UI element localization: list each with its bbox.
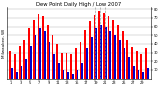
Bar bbox=[11, 68, 13, 79]
Bar bbox=[86, 48, 88, 79]
Bar bbox=[61, 53, 63, 79]
Bar bbox=[63, 70, 64, 79]
Bar bbox=[58, 63, 60, 79]
Bar bbox=[21, 66, 22, 79]
Bar bbox=[19, 46, 21, 79]
Bar bbox=[109, 31, 111, 79]
Bar bbox=[91, 37, 92, 79]
Bar bbox=[103, 13, 105, 79]
Bar bbox=[44, 31, 46, 79]
Y-axis label: Milwaukee, WI: Milwaukee, WI bbox=[2, 28, 6, 58]
Bar bbox=[9, 51, 11, 79]
Bar bbox=[145, 48, 147, 79]
Bar bbox=[72, 74, 74, 79]
Bar bbox=[24, 40, 25, 79]
Bar bbox=[124, 48, 125, 79]
Bar bbox=[70, 54, 72, 79]
Bar bbox=[117, 25, 119, 79]
Bar bbox=[49, 42, 50, 79]
Bar bbox=[142, 72, 144, 79]
Bar bbox=[67, 72, 69, 79]
Bar bbox=[14, 54, 16, 79]
Bar bbox=[89, 21, 91, 79]
Bar bbox=[81, 63, 83, 79]
Bar bbox=[84, 30, 86, 79]
Bar bbox=[66, 53, 67, 79]
Bar bbox=[147, 68, 149, 79]
Bar bbox=[52, 35, 53, 79]
Bar bbox=[105, 27, 107, 79]
Bar bbox=[108, 16, 109, 79]
Bar bbox=[35, 35, 36, 79]
Bar bbox=[140, 54, 142, 79]
Bar bbox=[77, 70, 79, 79]
Bar bbox=[126, 40, 128, 79]
Bar bbox=[98, 11, 100, 79]
Title: Dew Point Daily High / Low 2007: Dew Point Daily High / Low 2007 bbox=[36, 2, 122, 7]
Bar bbox=[39, 28, 41, 79]
Bar bbox=[56, 44, 58, 79]
Bar bbox=[80, 42, 81, 79]
Bar bbox=[30, 46, 32, 79]
Bar bbox=[75, 48, 77, 79]
Bar bbox=[136, 51, 138, 79]
Bar bbox=[138, 70, 139, 79]
Bar bbox=[119, 40, 121, 79]
Bar bbox=[37, 14, 39, 79]
Bar bbox=[114, 35, 116, 79]
Bar bbox=[112, 20, 114, 79]
Bar bbox=[47, 25, 49, 79]
Bar bbox=[100, 25, 102, 79]
Bar bbox=[33, 20, 35, 79]
Bar bbox=[28, 28, 30, 79]
Bar bbox=[128, 57, 130, 79]
Bar bbox=[133, 66, 135, 79]
Bar bbox=[95, 28, 97, 79]
Bar bbox=[53, 54, 55, 79]
Bar bbox=[131, 47, 133, 79]
Bar bbox=[122, 31, 124, 79]
Bar bbox=[94, 15, 95, 79]
Bar bbox=[16, 72, 18, 79]
Bar bbox=[42, 16, 44, 79]
Bar bbox=[25, 60, 27, 79]
